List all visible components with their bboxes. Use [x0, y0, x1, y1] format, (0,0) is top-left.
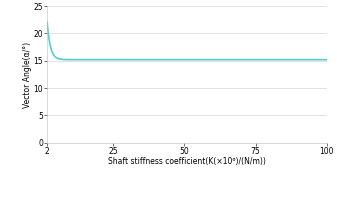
Tile vibration vector Angle	[45, 21, 49, 24]
Y-axis label: Vector Angle(α/°): Vector Angle(α/°)	[23, 41, 32, 108]
Tile vibration vector Angle	[317, 59, 321, 61]
Tile vibration vector Angle	[266, 59, 270, 61]
Tile vibration vector Angle	[174, 59, 178, 61]
Tile vibration vector Angle	[317, 59, 321, 61]
Tile vibration vector Angle	[325, 59, 329, 61]
X-axis label: Shaft stiffness coefficient(K(×10⁶)/(N/m)): Shaft stiffness coefficient(K(×10⁶)/(N/m…	[108, 157, 266, 166]
Line: Tile vibration vector Angle: Tile vibration vector Angle	[47, 22, 327, 60]
Tile vibration vector Angle	[59, 58, 63, 61]
Tile vibration vector Angle	[161, 59, 165, 61]
Tile vibration vector Angle	[181, 59, 185, 61]
